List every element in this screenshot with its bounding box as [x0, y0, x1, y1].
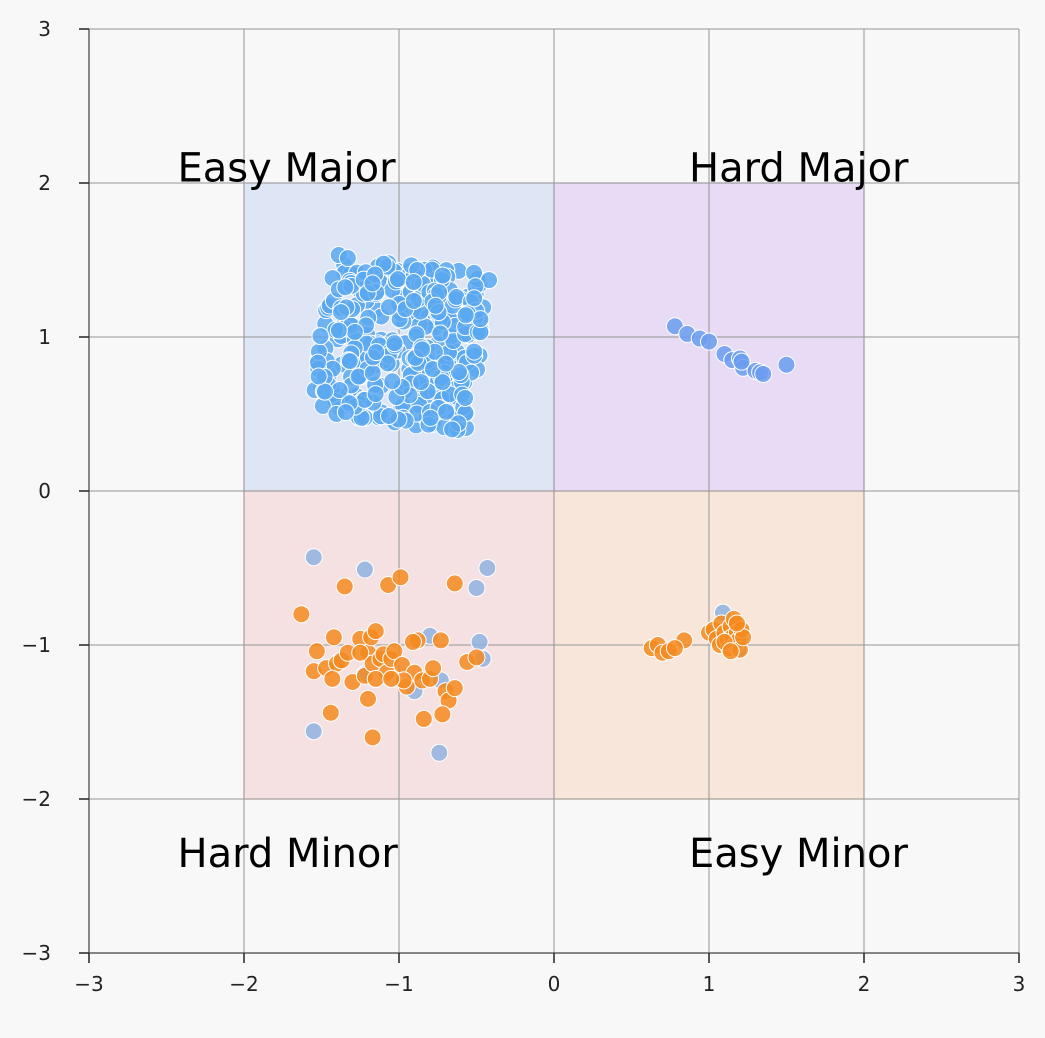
data-point — [445, 679, 464, 698]
data-point — [345, 322, 364, 341]
data-point — [304, 722, 323, 741]
data-point — [382, 669, 401, 688]
x-tick-label: 0 — [548, 972, 561, 996]
data-point — [433, 266, 452, 285]
data-point — [732, 352, 751, 371]
data-point — [336, 278, 355, 297]
data-point — [456, 306, 475, 325]
data-point — [321, 703, 340, 722]
x-tick-label: 2 — [858, 972, 871, 996]
x-tick-label: −1 — [384, 972, 413, 996]
data-point — [363, 274, 382, 293]
data-point — [363, 364, 382, 383]
data-point — [385, 334, 404, 353]
data-point — [777, 355, 796, 374]
data-point — [465, 289, 484, 308]
data-point — [431, 324, 450, 343]
data-point — [324, 628, 343, 647]
data-point — [426, 296, 445, 315]
data-point — [335, 577, 354, 596]
data-point — [433, 705, 452, 724]
x-tick-label: 3 — [1013, 972, 1026, 996]
data-point — [363, 728, 382, 747]
data-point — [366, 385, 385, 404]
data-point — [700, 332, 718, 351]
x-tick-label: −3 — [74, 972, 103, 996]
data-point — [366, 622, 385, 641]
data-point — [456, 388, 475, 407]
data-point — [315, 382, 334, 401]
data-point — [437, 402, 456, 421]
data-point — [413, 340, 432, 359]
data-point — [340, 352, 359, 371]
data-point — [338, 249, 357, 268]
data-point — [424, 659, 443, 678]
data-point — [433, 373, 452, 392]
data-point — [431, 631, 450, 650]
data-point — [478, 559, 497, 577]
data-point — [336, 403, 355, 422]
data-point — [379, 406, 398, 425]
y-tick-label: 1 — [38, 325, 51, 349]
data-point — [323, 669, 342, 688]
region-label: Hard Minor — [178, 831, 399, 877]
data-point — [367, 343, 386, 362]
data-point — [445, 574, 464, 593]
data-point — [385, 642, 404, 661]
data-point — [436, 354, 455, 373]
data-point — [383, 372, 402, 391]
data-point — [311, 327, 330, 346]
x-tick-label: 1 — [703, 972, 716, 996]
data-point — [727, 614, 746, 633]
data-point — [359, 689, 377, 708]
data-point — [665, 639, 684, 658]
y-tick-label: 3 — [38, 17, 51, 41]
labels-layer: Easy Major Hard Major Hard Minor Easy Minor — [178, 146, 910, 877]
data-point — [355, 560, 374, 579]
data-point — [467, 579, 486, 598]
data-point — [421, 408, 440, 427]
data-point — [443, 420, 462, 439]
data-point — [366, 669, 385, 688]
y-tick-label: −1 — [22, 633, 51, 657]
data-point — [388, 270, 407, 289]
data-point — [449, 363, 468, 382]
region-label: Easy Minor — [689, 831, 908, 877]
region-label: Easy Major — [178, 146, 397, 192]
data-point — [307, 642, 326, 661]
data-point — [467, 648, 486, 667]
y-tick-label: 0 — [38, 479, 51, 503]
data-point — [465, 342, 484, 361]
data-point — [470, 632, 489, 651]
y-tick-label: −3 — [22, 941, 51, 965]
data-point — [379, 298, 398, 317]
data-point — [351, 643, 370, 662]
data-point — [404, 292, 423, 311]
points-layer — [292, 246, 796, 762]
y-tick-label: 2 — [38, 171, 51, 195]
data-point — [414, 709, 433, 728]
data-point — [412, 373, 431, 392]
data-point — [332, 303, 351, 322]
x-tick-label: −2 — [229, 972, 258, 996]
data-point — [430, 743, 449, 762]
axes-layer: −3 −2 −1 0 1 2 3 −3 −2 −1 0 1 2 3 — [22, 17, 1026, 996]
data-point — [304, 548, 323, 567]
region-label: Hard Major — [689, 146, 909, 192]
data-point — [309, 367, 328, 386]
data-point — [754, 364, 773, 383]
data-point — [391, 568, 410, 587]
data-point — [403, 632, 422, 651]
y-tick-label: −2 — [22, 787, 51, 811]
data-point — [292, 605, 311, 624]
data-point — [721, 642, 740, 661]
data-point — [329, 321, 348, 340]
data-point — [404, 273, 423, 292]
